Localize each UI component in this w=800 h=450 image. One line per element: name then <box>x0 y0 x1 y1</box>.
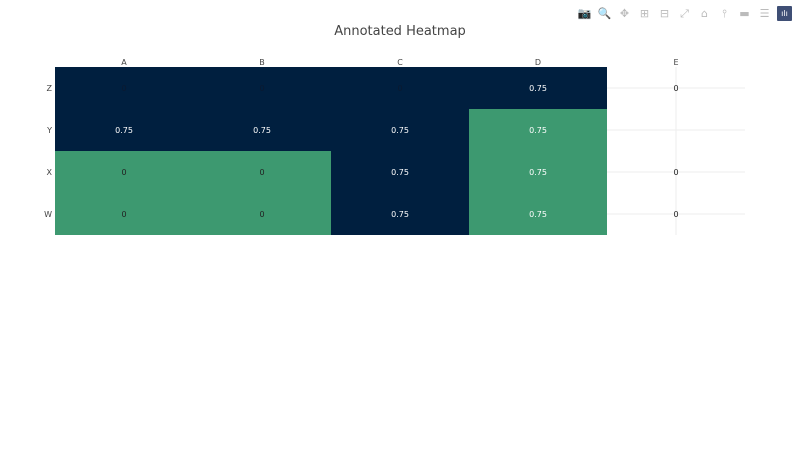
y-tick-label: Y <box>46 126 52 135</box>
chart-title: Annotated Heatmap <box>334 24 466 39</box>
cell-annotation: 0.75 <box>391 210 409 219</box>
autoscale-icon[interactable]: ⤢ <box>680 6 689 20</box>
heatmap-cell <box>331 151 469 193</box>
hover-closest-icon[interactable]: ▬ <box>739 7 750 20</box>
y-tick-label: W <box>44 210 52 219</box>
cell-annotation: 0 <box>397 84 402 93</box>
heatmap-cell <box>331 109 469 151</box>
heatmap-cell <box>331 193 469 235</box>
cell-annotation: 0 <box>259 84 264 93</box>
x-tick-label: C <box>397 58 403 67</box>
camera-icon[interactable]: 📷 <box>577 7 592 20</box>
heatmap-cell <box>55 193 193 235</box>
heatmap-cell <box>55 151 193 193</box>
spike-lines-icon[interactable]: ⫯ <box>722 6 727 20</box>
zoom-out-icon[interactable]: ⊟ <box>659 7 670 20</box>
heatmap-cell <box>469 193 607 235</box>
x-tick-label: E <box>673 58 678 67</box>
cell-annotation: 0.75 <box>253 126 271 135</box>
cell-annotation: 0.75 <box>529 210 547 219</box>
zoom-in-icon[interactable]: ⊞ <box>639 7 650 20</box>
cell-annotation: 0 <box>673 210 678 219</box>
heatmap-cell <box>193 151 331 193</box>
cell-annotation: 0.75 <box>391 168 409 177</box>
heatmap-cell <box>469 67 607 109</box>
cell-annotation: 0.75 <box>391 126 409 135</box>
cell-annotation: 0 <box>673 168 678 177</box>
heatmap-cell <box>331 67 469 109</box>
heatmap-cell <box>193 193 331 235</box>
cell-annotation: 0.75 <box>529 168 547 177</box>
x-tick-label: A <box>121 58 127 67</box>
heatmap-cell <box>193 67 331 109</box>
cell-annotation: 0.75 <box>115 126 133 135</box>
plotly-logo-icon[interactable]: ılı <box>777 6 792 21</box>
y-tick-label: X <box>47 168 53 177</box>
heatmap-cell <box>193 109 331 151</box>
cell-annotation: 0 <box>673 84 678 93</box>
cell-annotation: 0 <box>259 168 264 177</box>
heatmap-cell <box>55 67 193 109</box>
zoom-icon[interactable]: 🔍 <box>597 7 612 20</box>
heatmap-cell <box>469 151 607 193</box>
cell-annotation: 0.75 <box>529 126 547 135</box>
home-icon[interactable]: ⌂ <box>701 7 708 20</box>
x-tick-label: D <box>535 58 541 67</box>
cell-annotation: 0 <box>121 84 126 93</box>
x-tick-label: B <box>259 58 265 67</box>
pan-icon[interactable]: ✥ <box>619 7 630 20</box>
modebar: 📷 🔍 ✥ ⊞ ⊟ ⤢ ⌂ ⫯ ▬ ☰ ılı <box>577 6 792 21</box>
y-tick-label: Z <box>47 84 53 93</box>
cell-annotation: 0 <box>121 168 126 177</box>
cell-annotation: 0.75 <box>529 84 547 93</box>
hover-compare-icon[interactable]: ☰ <box>759 7 770 20</box>
heatmap-cell <box>469 109 607 151</box>
cell-annotation: 0 <box>259 210 264 219</box>
cell-annotation: 0 <box>121 210 126 219</box>
heatmap-cell <box>55 109 193 151</box>
